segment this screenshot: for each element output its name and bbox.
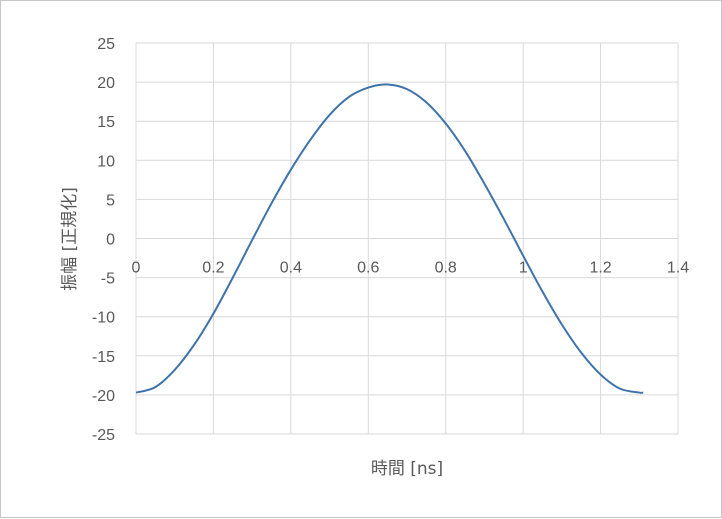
x-tick-label: 1.2 [589,260,611,277]
x-axis-title: 時間 [ns] [371,459,443,479]
y-tick-label: -5 [101,271,115,288]
x-axis-ticks: 0 0.2 0.4 0.6 0.8 1 1.2 1.4 [132,260,690,277]
y-tick-label: -20 [92,388,115,405]
y-tick-label: -15 [92,349,115,366]
y-tick-label: 15 [97,114,115,131]
y-tick-label: -10 [92,310,115,327]
x-tick-label: 0.8 [435,260,457,277]
y-tick-label: 25 [97,36,115,53]
x-tick-label: 1.4 [667,260,689,277]
x-tick-label: 0.4 [280,260,302,277]
gridlines [135,42,679,435]
y-tick-label: 20 [97,75,115,92]
x-tick-label: 0.2 [202,260,224,277]
y-tick-label: 5 [106,192,115,209]
y-axis-title: 振幅 [正規化] [60,187,80,291]
x-tick-label: 0.6 [357,260,379,277]
y-axis-ticks: 25 20 15 10 5 0 -5 -10 -15 -20 -25 [92,36,115,444]
x-tick-label: 1 [519,260,528,277]
y-tick-label: -25 [92,427,115,444]
y-tick-label: 0 [106,232,115,249]
series-layer [135,83,644,394]
x-tick-label: 0 [132,260,141,277]
series-line [135,83,644,394]
y-tick-label: 10 [97,153,115,170]
